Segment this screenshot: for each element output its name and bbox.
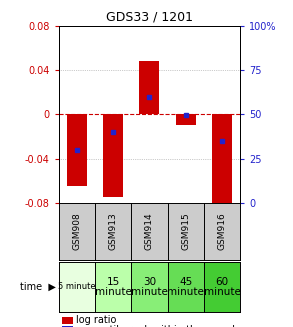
Bar xyxy=(176,114,196,126)
Bar xyxy=(67,114,87,186)
Text: GSM913: GSM913 xyxy=(109,213,117,250)
Text: GSM916: GSM916 xyxy=(218,213,226,250)
Text: 15
minute: 15 minute xyxy=(95,277,132,297)
Bar xyxy=(103,114,123,197)
Text: GSM908: GSM908 xyxy=(72,213,81,250)
Text: 45
minute: 45 minute xyxy=(167,277,204,297)
Text: percentile rank within the sample: percentile rank within the sample xyxy=(76,325,241,327)
Text: time  ▶: time ▶ xyxy=(20,282,56,292)
Text: GSM914: GSM914 xyxy=(145,213,154,250)
Title: GDS33 / 1201: GDS33 / 1201 xyxy=(106,10,193,24)
Text: 30
minute: 30 minute xyxy=(131,277,168,297)
Text: log ratio: log ratio xyxy=(76,315,117,325)
Text: GSM915: GSM915 xyxy=(181,213,190,250)
Text: 5 minute: 5 minute xyxy=(58,283,96,291)
Bar xyxy=(212,114,232,203)
Bar xyxy=(139,61,159,114)
Text: 60
minute: 60 minute xyxy=(204,277,241,297)
